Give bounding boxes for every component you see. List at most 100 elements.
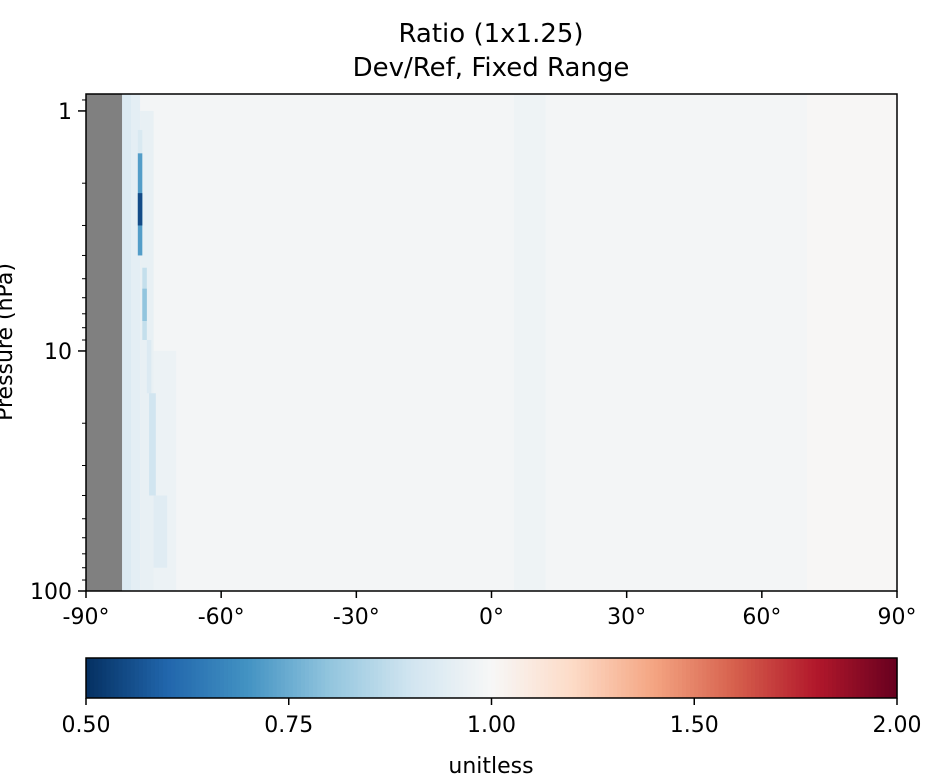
colorbar-segment — [158, 658, 164, 698]
colorbar-segment — [207, 658, 213, 698]
colorbar-segment — [280, 658, 286, 698]
colorbar-segment — [552, 658, 557, 698]
colorbar-segment — [495, 658, 501, 698]
colorbar-label: unitless — [448, 754, 533, 779]
colorbar-segment — [86, 658, 91, 698]
colorbar-segment — [459, 658, 464, 698]
colorbar-tick-label: 1.00 — [467, 713, 516, 738]
colorbar-segment — [759, 658, 764, 698]
colorbar-segment — [491, 658, 497, 698]
colorbar-segment — [596, 658, 602, 698]
colorbar-segment — [734, 658, 740, 698]
colorbar-segment — [248, 658, 253, 698]
colorbar-segment — [390, 658, 395, 698]
colorbar-tick-label: 0.50 — [62, 713, 111, 738]
colorbar-segment — [373, 658, 379, 698]
colorbar-segment — [369, 658, 375, 698]
colorbar-segment — [856, 658, 862, 698]
colorbar-segment — [799, 658, 805, 698]
colorbar-segment — [694, 658, 699, 698]
heatmap-cell — [806, 94, 897, 591]
colorbar-segment — [564, 658, 570, 698]
colorbar-segment — [738, 658, 744, 698]
colorbar-segment — [304, 658, 310, 698]
colorbar-segment — [702, 658, 708, 698]
colorbar-segment — [337, 658, 343, 698]
colorbar-segment — [138, 658, 144, 698]
colorbar-segment — [438, 658, 444, 698]
colorbar-segment — [402, 658, 407, 698]
colorbar-segment — [832, 658, 837, 698]
colorbar-segment — [763, 658, 768, 698]
colorbar-segment — [730, 658, 736, 698]
colorbar-segment — [272, 658, 278, 698]
colorbar-segment — [333, 658, 339, 698]
colorbar-segment — [791, 658, 797, 698]
colorbar-segment — [134, 658, 140, 698]
colorbar-segment — [519, 658, 525, 698]
colorbar-segment — [503, 658, 509, 698]
colorbar-segment — [455, 658, 460, 698]
colorbar-segment — [463, 658, 468, 698]
heatmap-cell — [146, 339, 152, 394]
colorbar-segment — [98, 658, 103, 698]
colorbar-segment — [361, 658, 367, 698]
colorbar-segment — [844, 658, 849, 698]
colorbar-segment — [880, 658, 886, 698]
x-tick-label: -90° — [63, 605, 110, 630]
x-tick-label: 0° — [479, 605, 504, 630]
colorbar-segment — [645, 658, 651, 698]
colorbar-segment — [767, 658, 772, 698]
colorbar-segment — [163, 658, 168, 698]
colorbar-segment — [714, 658, 720, 698]
colorbar-segment — [110, 658, 115, 698]
colorbar-segment — [824, 658, 829, 698]
plot-frame — [85, 93, 898, 592]
colorbar-segment — [836, 658, 841, 698]
colorbar-segment — [377, 658, 383, 698]
colorbar-segment — [811, 658, 817, 698]
colorbar-segment — [276, 658, 282, 698]
x-tick-label: -30° — [333, 605, 380, 630]
colorbar-segment — [819, 658, 825, 698]
chart-subtitle: Dev/Ref, Fixed Range — [353, 53, 630, 83]
colorbar-segment — [442, 658, 448, 698]
colorbar-segment — [507, 658, 513, 698]
colorbar-segment — [430, 658, 436, 698]
colorbar-segment — [90, 658, 95, 698]
heatmap-cell — [149, 393, 156, 496]
colorbar-segment — [386, 658, 391, 698]
colorbar-segment — [613, 658, 618, 698]
colorbar-segment — [629, 658, 635, 698]
heatmap-plot-area — [86, 94, 897, 591]
colorbar-segment — [329, 658, 334, 698]
colorbar-segment — [544, 658, 549, 698]
colorbar-segment — [154, 658, 160, 698]
colorbar-segment — [864, 658, 870, 698]
colorbar-segment — [815, 658, 821, 698]
colorbar-segment — [264, 658, 270, 698]
colorbar-segment — [892, 658, 898, 698]
heatmap-cell — [153, 495, 168, 568]
colorbar-segment — [840, 658, 845, 698]
colorbar-segment — [649, 658, 655, 698]
colorbar-segment — [860, 658, 866, 698]
colorbar-segment — [540, 658, 545, 698]
colorbar-segment — [536, 658, 541, 698]
colorbar-segment — [236, 658, 241, 698]
colorbar-segment — [584, 658, 590, 698]
heatmap-cell — [142, 288, 147, 321]
colorbar-segment — [211, 658, 217, 698]
colorbar-segment — [365, 658, 371, 698]
colorbar-segment — [102, 658, 107, 698]
colorbar-segment — [527, 658, 533, 698]
colorbar-segment — [576, 658, 582, 698]
colorbar-segment — [515, 658, 521, 698]
colorbar-segment — [751, 658, 756, 698]
colorbar-segment — [300, 658, 306, 698]
colorbar-segment — [187, 658, 193, 698]
colorbar-tick-label: 0.75 — [264, 713, 313, 738]
colorbar-segment — [345, 658, 351, 698]
colorbar-segment — [183, 658, 188, 698]
colorbar-segment — [775, 658, 781, 698]
